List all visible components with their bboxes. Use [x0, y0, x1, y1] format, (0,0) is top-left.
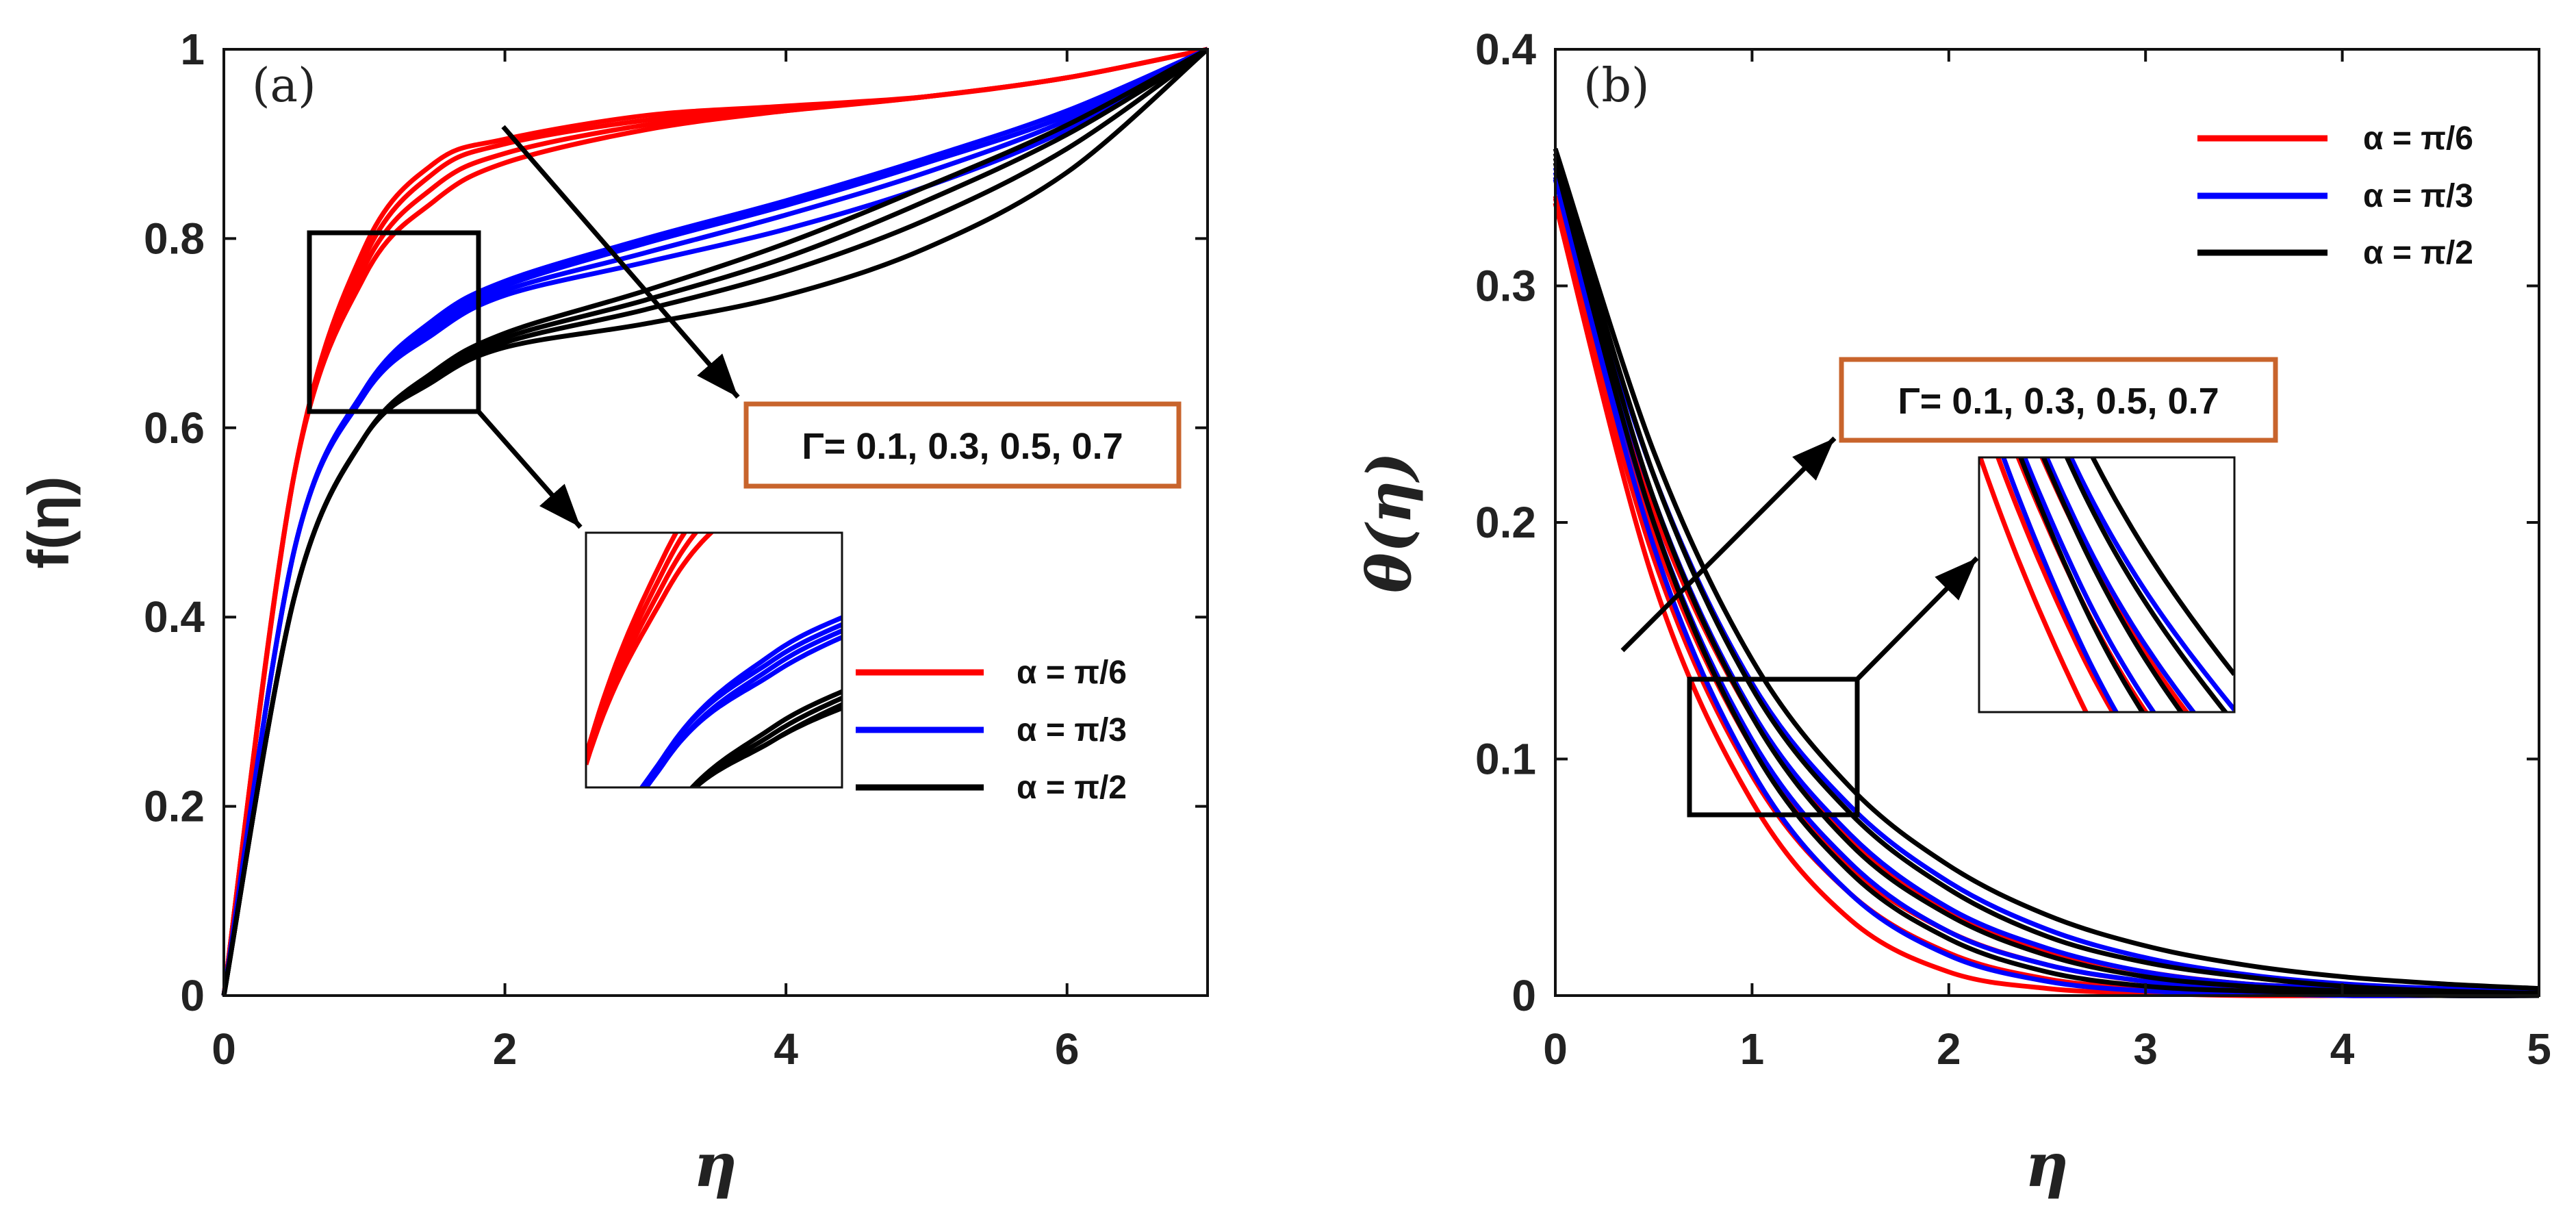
- panel-a-inset-series-line-6: [639, 622, 842, 787]
- panel-b-inset-series-line-8: [2068, 457, 2234, 711]
- panel-a-x-tick-label: 0: [212, 1024, 236, 1074]
- panel-b-inset-series-line-12: [2090, 457, 2234, 676]
- panel-b: 0 1 2 3 4 5 0 0.1 0.2 0.3 0.4 (b) θ(η) η α = π/6 α…: [1353, 25, 2551, 1200]
- panel-a-legend-label-1: α = π/6: [1017, 655, 1127, 691]
- panel-a-inset-series-line-8: [643, 635, 842, 787]
- panel-a-annotation-box: [743, 401, 1182, 489]
- panel-a-legend-label-2: α = π/3: [1017, 712, 1127, 748]
- panel-b-legend: α = π/6 α = π/3 α = π/2: [2197, 121, 2473, 271]
- panel-a-inset-series-line-2: [586, 533, 688, 760]
- panel-a-y-axis-label: f(η): [16, 476, 81, 568]
- panel-b-x-tick-label: 3: [2133, 1024, 2158, 1074]
- panel-a-series-line-3: [221, 47, 1208, 996]
- panel-b-inset-frame: [1978, 456, 2236, 713]
- panel-a-series-line-5: [221, 47, 1209, 996]
- panel-b-annotation-box: [1839, 357, 2278, 443]
- panel-a-inset-series-line-4: [586, 533, 715, 766]
- panel-b-series-line-12: [1553, 148, 2540, 991]
- panel-a-series-line-10: [221, 47, 1209, 996]
- panel-b-x-tick-label: 2: [1937, 1024, 1961, 1074]
- panel-a-x-tick-label: 2: [493, 1024, 518, 1074]
- panel-a-y-tick-label: 1: [180, 25, 205, 74]
- panel-b-gamma-arrow: [1620, 436, 1837, 653]
- panel-a-series-line-8: [221, 47, 1209, 996]
- panel-b-inset-series-line-2: [1995, 457, 2116, 712]
- panel-a-legend: α = π/6 α = π/3 α = π/2: [856, 655, 1127, 806]
- panel-b-ticks: 0 1 2 3 4 5 0 0.1 0.2 0.3 0.4: [1475, 25, 2551, 1074]
- panel-a-zoom-arrow: [476, 409, 583, 529]
- panel-a-inset-frame: [585, 531, 843, 789]
- panel-a-series-line-6: [221, 47, 1209, 996]
- panel-b-x-tick-label: 0: [1543, 1024, 1568, 1074]
- panel-a-annotation-text: Γ= 0.1, 0.3, 0.5, 0.7: [802, 426, 1123, 467]
- panel-a-y-tick-label: 0.6: [144, 403, 205, 453]
- panel-a-inset-curves: [586, 533, 842, 787]
- panel-b-inset-series-line-10: [2041, 457, 2184, 712]
- panel-a-inset-series-line-1: [586, 533, 679, 757]
- panel-a-curves: [221, 47, 1210, 996]
- panel-b-annotation-text: Γ= 0.1, 0.3, 0.5, 0.7: [1898, 381, 2219, 422]
- panel-a-series-line-1: [221, 47, 1208, 996]
- panel-b-y-tick-label: 0.1: [1475, 735, 1536, 784]
- panel-a-legend-label-3: α = π/2: [1017, 770, 1127, 806]
- panel-b-legend-label-2: α = π/3: [2363, 178, 2473, 214]
- panel-b-label: (b): [1583, 59, 1650, 113]
- panel-b-inset-series-line-5: [2000, 457, 2119, 712]
- panel-a-gamma-arrow: [501, 125, 740, 399]
- panel-a-y-tick-label: 0: [180, 971, 205, 1020]
- panel-b-legend-label-1: α = π/6: [2363, 121, 2473, 157]
- panel-a-axes-frame: [222, 48, 1209, 997]
- panel-a-inset-series-line-3: [586, 533, 699, 763]
- panel-a-x-tick-label: 4: [774, 1024, 798, 1074]
- panel-a-series-line-7: [221, 47, 1209, 996]
- panel-b-x-tick-label: 5: [2527, 1024, 2551, 1074]
- panel-a-y-tick-label: 0.8: [144, 214, 205, 263]
- panel-a-series-line-9: [221, 47, 1209, 996]
- panel-a-x-axis-label: η: [693, 1129, 737, 1200]
- panel-b-x-tick-label: 4: [2330, 1024, 2355, 1074]
- panel-a-y-tick-label: 0.2: [144, 782, 205, 831]
- panel-a-inset-clip: [586, 533, 842, 787]
- panel-b-x-tick-label: 1: [1740, 1024, 1765, 1074]
- panel-a-series-line-12: [221, 47, 1210, 996]
- panel-b-inset-series-line-9: [2018, 457, 2145, 712]
- panel-a-ticks: 0 2 4 6 0 0.2 0.4 0.6 0.8 1: [144, 25, 1208, 1074]
- panel-b-inset-clip: [1979, 457, 2234, 712]
- panel-a-y-tick-label: 0.4: [144, 592, 205, 642]
- panel-b-x-axis-label: η: [2025, 1129, 2069, 1200]
- panel-b-inset-series-line-1: [1979, 457, 2089, 712]
- panel-b-inset-series-line-7: [2044, 457, 2197, 712]
- panel-a-series-line-11: [221, 47, 1210, 996]
- panel-a-inset-series-line-12: [691, 705, 842, 787]
- panel-b-zoom-box: [1687, 676, 1860, 818]
- panel-a: 0 2 4 6 0 0.2 0.4 0.6 0.8 1 (a) f(η) η Γ= 0.1, 0.…: [16, 25, 1210, 1200]
- panel-b-inset-series-line-11: [2064, 457, 2229, 712]
- panel-a-series-line-2: [221, 47, 1208, 996]
- panel-a-zoom-box: [307, 230, 481, 414]
- panel-b-inset-series-line-6: [2022, 457, 2157, 712]
- panel-b-legend-label-3: α = π/2: [2363, 235, 2473, 271]
- panel-b-y-axis-label: θ(η): [1353, 452, 1425, 593]
- panel-b-inset-curves: [1979, 457, 2234, 712]
- panel-b-y-tick-label: 0.4: [1475, 25, 1536, 74]
- panel-a-label: (a): [252, 59, 316, 113]
- panel-b-y-tick-label: 0.3: [1475, 262, 1536, 311]
- panel-b-y-tick-label: 0.2: [1475, 498, 1536, 547]
- panel-b-y-tick-label: 0: [1512, 971, 1536, 1020]
- panel-a-x-tick-label: 6: [1055, 1024, 1080, 1074]
- panel-b-zoom-arrow: [1855, 556, 1979, 681]
- panel-a-series-line-4: [221, 47, 1208, 996]
